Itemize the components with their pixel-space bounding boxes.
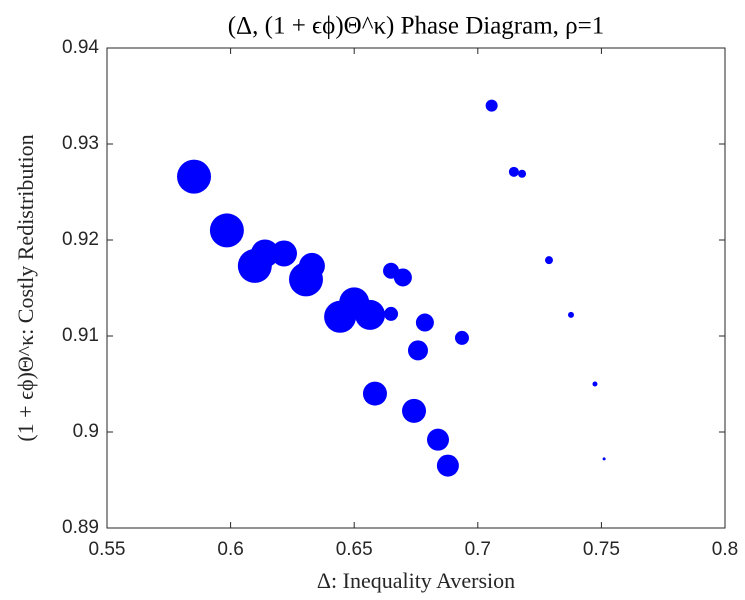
bubble: [393, 268, 412, 287]
bubble: [592, 381, 598, 387]
bubble: [270, 240, 297, 267]
bubble: [298, 252, 325, 279]
bubble: [355, 299, 386, 330]
bubble: [436, 454, 459, 477]
bubble: [518, 169, 527, 178]
y-tick-label: 0.93: [62, 133, 99, 154]
bubble: [454, 330, 469, 345]
x-tick-label: 0.65: [336, 539, 373, 560]
y-tick-label: 0.91: [62, 325, 99, 346]
bubble: [177, 159, 212, 194]
x-tick-label: 0.7: [465, 539, 491, 560]
bubble: [415, 313, 434, 332]
bubble: [209, 213, 244, 248]
bubble: [427, 428, 450, 451]
bubble: [384, 306, 399, 321]
bubble: [567, 311, 574, 318]
x-tick-label: 0.6: [217, 539, 243, 560]
bubble: [250, 239, 279, 268]
bubble: [362, 381, 387, 406]
bubble: [508, 166, 519, 177]
bubble: [402, 398, 427, 423]
x-axis-label: Δ: Inequality Aversion: [317, 568, 515, 593]
plot-frame: [106, 47, 726, 529]
y-axis-label: (1 + ϵϕ)Θ^κ: Costly Redistribution: [13, 134, 38, 441]
x-tick-label: 0.75: [583, 539, 620, 560]
chart-title: (Δ, (1 + ϵϕ)Θ^κ) Phase Diagram, ρ=1: [228, 13, 605, 40]
bubble: [602, 457, 606, 461]
y-tick-label: 0.94: [62, 37, 99, 58]
y-tick-label: 0.92: [62, 229, 99, 250]
bubble: [544, 256, 553, 265]
x-tick-label: 0.8: [712, 539, 738, 560]
y-tick-label: 0.89: [62, 517, 99, 538]
bubble: [485, 99, 498, 112]
x-tick-label: 0.55: [89, 539, 126, 560]
y-tick-label: 0.9: [73, 421, 99, 442]
bubble: [407, 340, 428, 361]
